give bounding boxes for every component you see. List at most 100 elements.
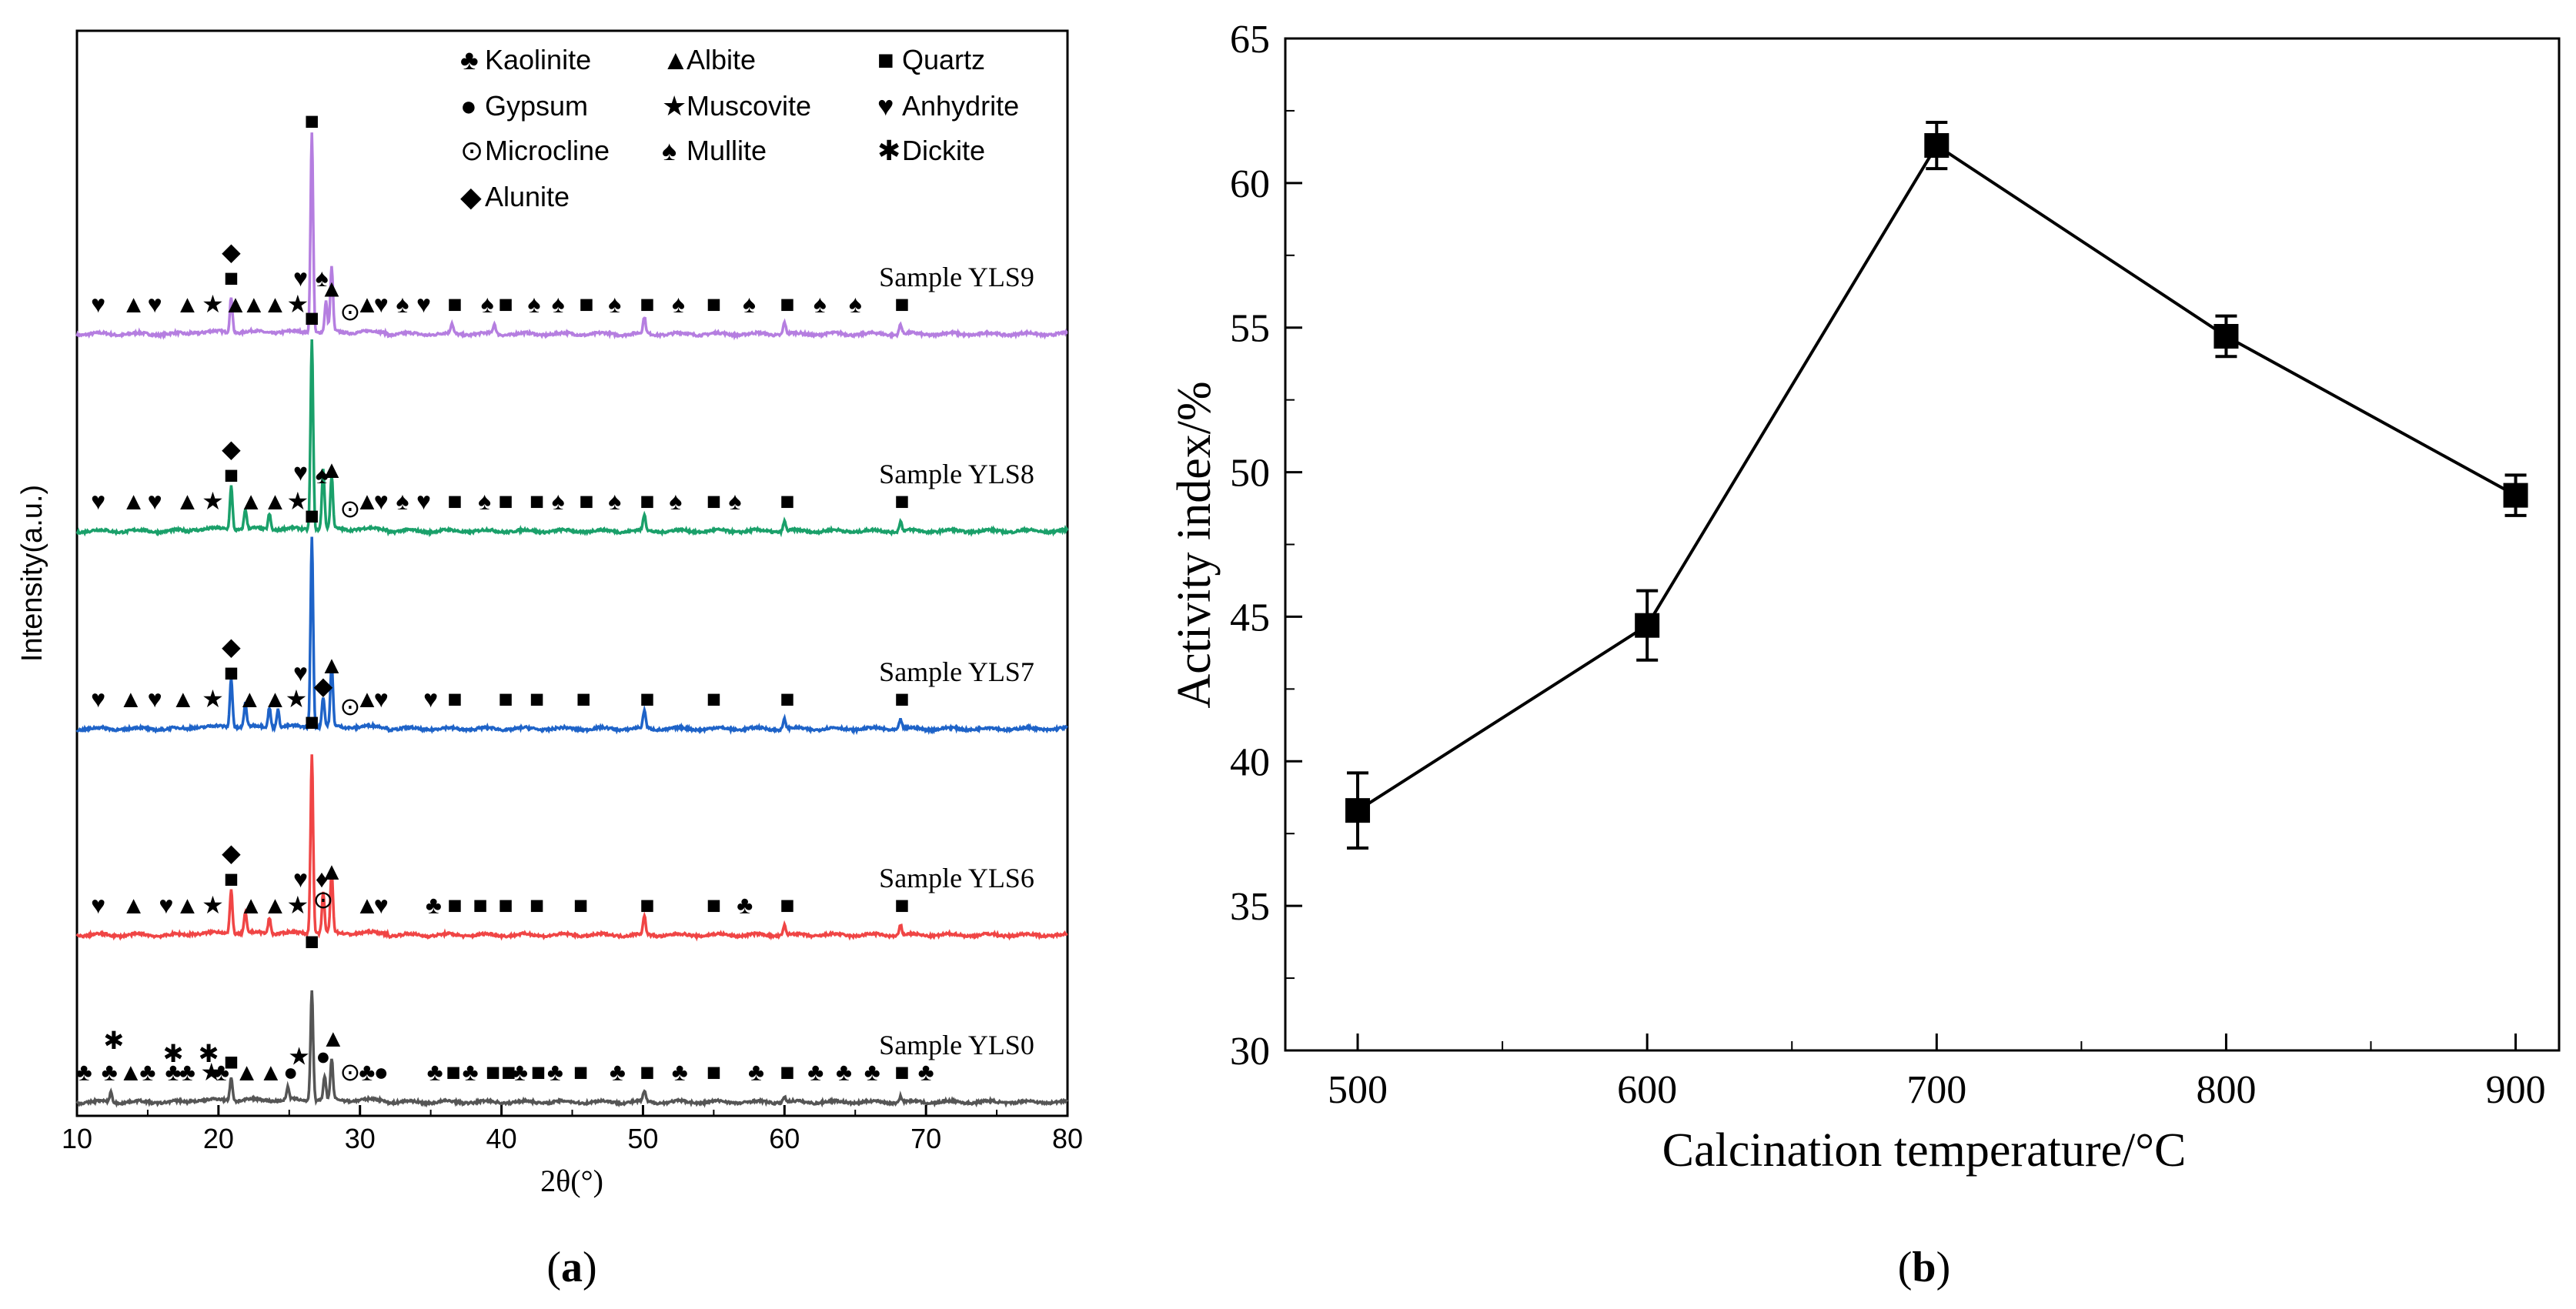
activity-series-line xyxy=(1356,143,2517,812)
xrd-phase-marker: ♥ xyxy=(91,290,105,318)
xrd-phase-marker: ■ xyxy=(640,685,654,713)
xrd-phase-marker: ★ xyxy=(286,685,308,713)
xrd-phase-marker: ■ xyxy=(707,1058,721,1086)
activity-data xyxy=(1345,120,2528,850)
xrd-phase-marker: ▲ xyxy=(242,290,266,318)
xrd-legend-label: Albite xyxy=(687,44,756,75)
xrd-phase-marker: ♣ xyxy=(102,1058,118,1086)
xrd-x-tick-label: 60 xyxy=(769,1123,800,1154)
xrd-x-tick-label: 40 xyxy=(486,1123,517,1154)
xrd-pattern-line xyxy=(75,536,1068,736)
xrd-phase-marker: ♣ xyxy=(165,1058,182,1086)
xrd-phase-marker: ♣ xyxy=(737,891,753,919)
xrd-phase-marker: ■ xyxy=(305,708,319,736)
xrd-phase-marker: ♠ xyxy=(849,290,862,318)
xrd-legend-label: Anhydrite xyxy=(902,90,1019,122)
xrd-phase-marker: ▲ xyxy=(175,487,200,515)
xrd-phase-marker: ■ xyxy=(498,487,513,515)
activity-x-tick-label: 800 xyxy=(2196,1068,2256,1112)
xrd-phase-marker: ▲ xyxy=(175,290,200,318)
panel-b-caption: (b) xyxy=(1898,1244,1950,1291)
activity-y-tick-label: 30 xyxy=(1230,1030,1270,1074)
xrd-phase-marker: ♠ xyxy=(608,487,621,515)
xrd-phase-marker: ▲ xyxy=(263,891,288,919)
xrd-phase-marker: ■ xyxy=(579,290,593,318)
xrd-phase-marker: ★ xyxy=(286,891,309,919)
xrd-phase-marker: ★ xyxy=(202,685,224,713)
xrd-phase-marker: ▲ xyxy=(319,857,344,885)
activity-panel: 30 35 40 45 50 55 60 65 500 600 700 800 900 Activity… xyxy=(1168,18,2561,1291)
xrd-phase-marker: ♥ xyxy=(416,487,431,515)
activity-x-tick-label: 900 xyxy=(2486,1068,2546,1112)
xrd-phase-marker: ♠ xyxy=(743,290,756,318)
xrd-phase-marker: ■ xyxy=(780,290,794,318)
xrd-phase-marker: ★ xyxy=(288,1043,310,1070)
xrd-phase-marker: ■ xyxy=(486,1058,500,1086)
xrd-phase-marker: ■ xyxy=(224,865,239,893)
xrd-phase-marker: ♣ xyxy=(139,1058,155,1086)
xrd-legend-label: Microcline xyxy=(485,135,610,166)
xrd-phase-marker: ♣ xyxy=(610,1058,626,1086)
xrd-phase-marker: ♥ xyxy=(148,685,162,713)
xrd-phase-marker: ♣ xyxy=(672,1058,688,1086)
xrd-phase-marker: ⊙ xyxy=(339,298,360,326)
xrd-phase-marker: ■ xyxy=(640,1058,654,1086)
activity-data-point xyxy=(1635,613,1660,638)
xrd-legend-symbol: ◆ xyxy=(460,181,482,212)
xrd-phase-marker: ■ xyxy=(579,487,593,515)
xrd-phase-marker: ▲ xyxy=(319,456,344,483)
xrd-legend-symbol: ▲ xyxy=(662,44,690,75)
xrd-phase-marker: ♣ xyxy=(213,1058,229,1086)
xrd-phase-marker: ♥ xyxy=(159,891,173,919)
xrd-phase-marker: ◆ xyxy=(222,633,241,660)
activity-y-tick-label: 55 xyxy=(1230,307,1270,351)
xrd-panel: Sample YLS9 Sample YLS8 Sample YLS7 Sample … xyxy=(16,29,1083,1291)
xrd-phase-marker: ♠ xyxy=(478,487,491,515)
xrd-x-tick-label: 30 xyxy=(345,1123,376,1154)
activity-axes: 30 35 40 45 50 55 60 65 500 600 700 800 900 xyxy=(1230,18,2546,1112)
xrd-phase-marker: ■ xyxy=(707,685,721,713)
xrd-phase-marker: ★ xyxy=(200,1058,222,1086)
xrd-phase-marker: ♥ xyxy=(91,487,105,515)
xrd-legend-symbol: ✱ xyxy=(877,135,900,166)
xrd-phase-marker: ♠ xyxy=(316,264,329,292)
xrd-series-label: Sample YLS0 xyxy=(879,1030,1034,1060)
xrd-x-tick-label: 70 xyxy=(910,1123,941,1154)
xrd-phase-marker: ■ xyxy=(530,487,544,515)
xrd-phase-marker: ■ xyxy=(894,891,909,919)
xrd-phase-marker: ▲ xyxy=(171,685,195,713)
xrd-series-label: Sample YLS9 xyxy=(879,262,1034,292)
xrd-phase-marker: ■ xyxy=(305,502,319,529)
xrd-phase-marker: ● xyxy=(283,1058,298,1086)
xrd-phase-marker: ▲ xyxy=(175,891,200,919)
xrd-pattern-line xyxy=(75,339,1069,538)
xrd-phase-marker: ✱ xyxy=(163,1040,184,1067)
xrd-phase-marker: ★ xyxy=(286,487,309,515)
xrd-legend-label: Muscovite xyxy=(687,90,811,122)
xrd-phase-marker: ♠ xyxy=(669,487,682,515)
xrd-phase-marker: ★ xyxy=(286,290,309,318)
xrd-phase-marker: ♥ xyxy=(293,865,308,893)
xrd-phase-marker: ● xyxy=(316,1043,330,1070)
xrd-phase-marker: ■ xyxy=(224,461,239,489)
xrd-legend-symbol: ⊙ xyxy=(460,135,483,166)
xrd-phase-marker: ♠ xyxy=(728,487,741,515)
xrd-phase-marker: ♣ xyxy=(918,1058,934,1086)
activity-data-point xyxy=(2503,483,2528,508)
xrd-phase-marker: ■ xyxy=(498,891,513,919)
xrd-phase-marker: ■ xyxy=(573,891,588,919)
xrd-phase-marker: ◆ xyxy=(222,435,241,462)
xrd-phase-marker: ♠ xyxy=(316,461,329,489)
activity-y-axis-label: Activity index/% xyxy=(1168,381,1221,708)
xrd-phase-marker: ♣ xyxy=(512,1058,528,1086)
xrd-series-label: Sample YLS6 xyxy=(879,863,1034,893)
xrd-phase-marker: ♣ xyxy=(426,891,442,919)
xrd-phase-marker: ▲ xyxy=(122,290,146,318)
xrd-phase-marker: ▲ xyxy=(263,487,288,515)
xrd-phase-marker: ▲ xyxy=(355,685,379,713)
xrd-phase-marker: ■ xyxy=(305,927,319,955)
xrd-phase-marker: ■ xyxy=(780,487,794,515)
xrd-legend-symbol: ♠ xyxy=(662,135,677,166)
xrd-phase-marker: ■ xyxy=(894,1058,909,1086)
xrd-phase-marker: ♥ xyxy=(293,659,308,686)
